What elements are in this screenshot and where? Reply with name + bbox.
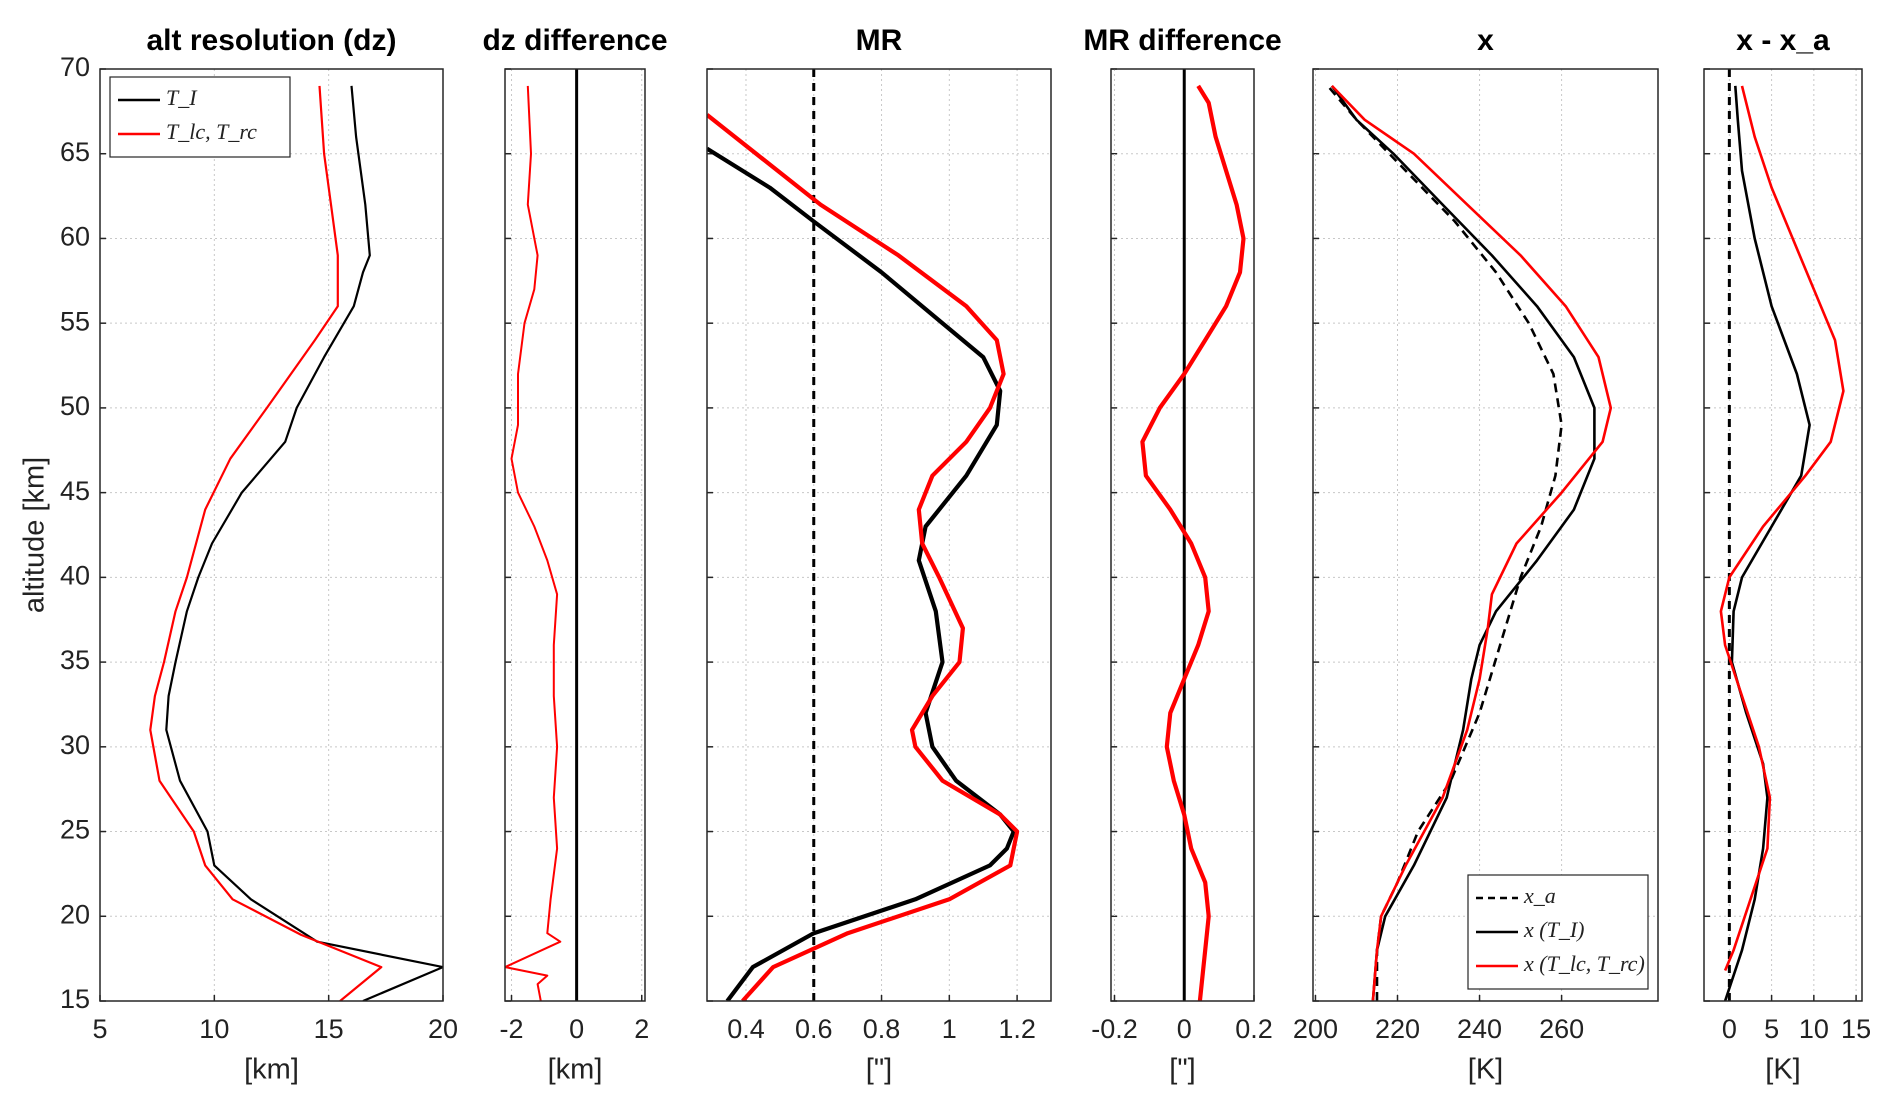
y-tick-label: 30 — [60, 730, 90, 760]
x-axis-label: [K] — [1765, 1054, 1800, 1086]
x-tick-label: 5 — [1764, 1014, 1779, 1044]
x-tick-label: 0 — [1722, 1014, 1737, 1044]
axes-frame — [1312, 68, 1659, 1002]
x-tick-label: 200 — [1293, 1014, 1338, 1044]
y-tick-label: 65 — [60, 137, 90, 167]
x-tick-label: -2 — [500, 1014, 524, 1044]
y-axis-label: altitude [km] — [19, 457, 51, 613]
panel-title: MR difference — [1083, 24, 1281, 57]
profile-line — [1719, 85, 1845, 972]
axes-frame — [1110, 68, 1255, 1002]
legend-label: x (T_I) — [1523, 917, 1584, 942]
legend-label: x_a — [1523, 883, 1556, 908]
profile-line — [1326, 85, 1563, 1001]
y-tick-label: 15 — [60, 984, 90, 1014]
y-tick-label: 70 — [60, 52, 90, 82]
y-tick-label: 20 — [60, 899, 90, 929]
axes-frame — [706, 68, 1052, 1002]
profile-line — [1723, 85, 1811, 1001]
x-tick-label: 15 — [1841, 1014, 1871, 1044]
x-tick-label: 0 — [569, 1014, 584, 1044]
x-tick-label: -0.2 — [1091, 1014, 1138, 1044]
profile-line — [707, 113, 1020, 1001]
panel-title: dz difference — [482, 24, 667, 57]
x-axis-label: [km] — [548, 1054, 603, 1086]
axes-frame — [1703, 68, 1863, 1002]
axes-frame — [99, 68, 444, 1002]
x-tick-label: 260 — [1539, 1014, 1584, 1044]
y-tick-label: 25 — [60, 815, 90, 845]
x-tick-label: 0 — [1177, 1014, 1192, 1044]
profile-line — [1330, 84, 1613, 1001]
x-tick-label: 1.2 — [998, 1014, 1036, 1044]
x-axis-label: [K] — [1468, 1054, 1503, 1086]
profile-line — [1140, 84, 1246, 1001]
x-tick-label: 240 — [1457, 1014, 1502, 1044]
x-tick-label: 10 — [199, 1014, 229, 1044]
x-tick-label: 20 — [428, 1014, 458, 1044]
x-tick-label: 10 — [1799, 1014, 1829, 1044]
legend-box — [109, 76, 291, 158]
x-tick-label: 5 — [92, 1014, 107, 1044]
x-tick-label: 0.8 — [863, 1014, 901, 1044]
legend-label: x (T_lc, T_rc) — [1523, 951, 1645, 976]
profile-line — [165, 85, 443, 1001]
y-tick-label: 45 — [60, 476, 90, 506]
y-tick-label: 35 — [60, 645, 90, 675]
y-tick-label: 50 — [60, 391, 90, 421]
panel-title: x - x_a — [1736, 24, 1830, 57]
panel-title: x — [1477, 24, 1494, 57]
y-tick-label: 55 — [60, 306, 90, 336]
y-tick-label: 60 — [60, 222, 90, 252]
x-tick-label: 0.6 — [795, 1014, 833, 1044]
x-tick-label: 2 — [634, 1014, 649, 1044]
y-tick-label: 40 — [60, 560, 90, 590]
x-axis-label: ["] — [1169, 1054, 1195, 1086]
x-tick-label: 0.4 — [727, 1014, 765, 1044]
legend-label: T_lc, T_rc — [166, 119, 257, 144]
legend-label: T_I — [166, 85, 198, 110]
profile-line — [1330, 85, 1596, 1001]
x-tick-label: 0.2 — [1235, 1014, 1273, 1044]
panel-title: alt resolution (dz) — [147, 24, 397, 57]
x-tick-label: 15 — [314, 1014, 344, 1044]
x-axis-label: ["] — [866, 1054, 892, 1086]
profile-line — [707, 146, 1016, 1001]
panel-title: MR — [856, 24, 903, 57]
profile-line — [149, 85, 383, 1001]
axes-frame — [504, 68, 646, 1002]
x-axis-label: [km] — [244, 1054, 299, 1086]
profile-line — [505, 85, 562, 1001]
x-tick-label: 1 — [942, 1014, 957, 1044]
x-tick-label: 220 — [1375, 1014, 1420, 1044]
